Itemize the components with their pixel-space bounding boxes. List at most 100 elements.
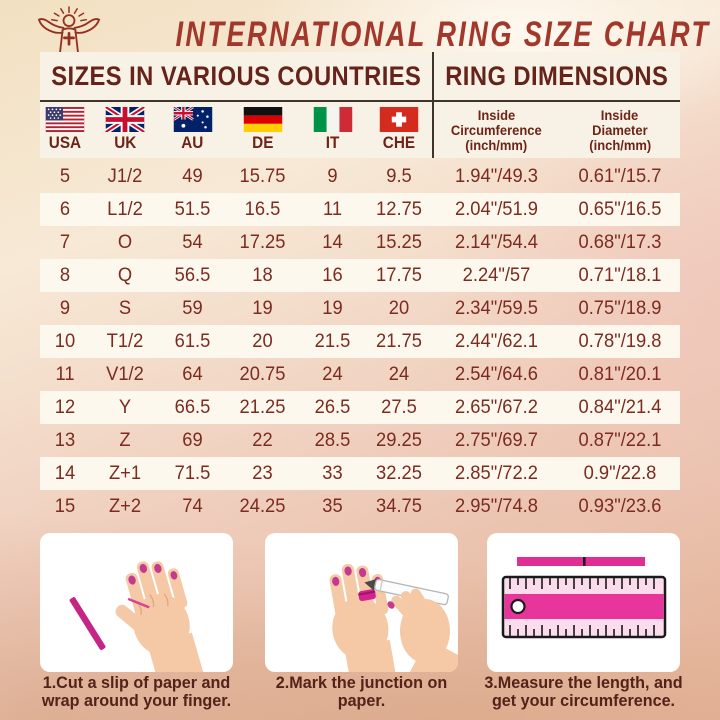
table-cell: 10 <box>54 330 76 352</box>
country-label: DE <box>251 133 274 152</box>
table-cell: 0.9"/22.8 <box>583 462 657 484</box>
table-cell: 9.5 <box>386 165 412 187</box>
table-cell: 19 <box>322 297 343 319</box>
table-cell: L1/2 <box>107 198 143 220</box>
instruction-panel-1 <box>40 533 233 672</box>
table-cell: 0.84"/21.4 <box>578 396 662 418</box>
country-label: AU <box>181 133 204 152</box>
instruction-caption-2: 2.Mark the junction on paper. <box>275 673 448 710</box>
table-cell: 0.87"/22.1 <box>578 429 662 451</box>
table-cell: 14 <box>322 231 343 253</box>
table-cell: 16.5 <box>244 198 281 220</box>
table-cell: 0.61"/15.7 <box>578 165 662 187</box>
ruler-illustration <box>501 557 667 639</box>
table-cell: 15 <box>54 495 76 517</box>
table-cell: 2.85"/72.2 <box>455 462 538 484</box>
country-header-usa: USA <box>40 102 90 158</box>
table-cell: 11 <box>322 198 343 220</box>
table-cell: 29.25 <box>376 429 422 451</box>
table-cell: 2.44"/62.1 <box>455 330 538 352</box>
page-title: INTERNATIONAL RING SIZE CHART <box>175 15 711 54</box>
table-cell: Z+1 <box>108 462 142 484</box>
table-cell: 24.25 <box>239 495 286 517</box>
table-row: 13 Z 69 22 28.5 29.25 2.75"/69.7 0.87"/22.1 <box>40 424 680 457</box>
table-cell: 22 <box>252 429 273 451</box>
germany-flag-icon <box>243 107 282 132</box>
table-cell: 0.78"/19.8 <box>578 330 662 352</box>
table-cell: 0.93"/23.6 <box>578 495 662 517</box>
table-cell: 2.95"/74.8 <box>455 495 538 517</box>
table-row: 12 Y 66.5 21.25 26.5 27.5 2.65"/67.2 0.84"/21.4 <box>40 391 680 424</box>
table-cell: 6 <box>59 198 71 220</box>
usa-flag-icon <box>45 107 85 132</box>
table-row: 9 S 59 19 19 20 2.34"/59.5 0.75"/18.9 <box>40 292 680 325</box>
table-cell: 24 <box>388 363 410 385</box>
table-cell: 56.5 <box>174 264 211 286</box>
table-cell: 21.25 <box>239 396 286 418</box>
table-cell: 0.75"/18.9 <box>578 297 662 319</box>
table-cell: 2.75"/69.7 <box>455 429 538 451</box>
table-cell: 49 <box>182 165 203 187</box>
table-cell: 59 <box>182 297 203 319</box>
table-cell: 28.5 <box>314 429 351 451</box>
table-cell: 33 <box>322 462 343 484</box>
table-row: 15 Z+2 74 24.25 35 34.75 2.95"/74.8 0.93"/23.6 <box>40 490 680 523</box>
table-cell: 16 <box>322 264 343 286</box>
table-row: 11 V1/2 64 20.75 24 24 2.54"/64.6 0.81"/20.1 <box>40 358 680 391</box>
table-cell: 17.25 <box>239 231 286 253</box>
table-cell: Z+2 <box>108 495 142 517</box>
table-cell: 51.5 <box>174 198 211 220</box>
table-cell: 14 <box>54 462 76 484</box>
section-header-dimensions: RING DIMENSIONS <box>444 60 669 91</box>
switzerland-flag-icon <box>379 107 419 132</box>
country-label: UK <box>113 133 137 152</box>
table-cell: Z <box>119 429 131 451</box>
table-cell: 11 <box>55 363 75 385</box>
table-cell: 2.54"/64.6 <box>455 363 538 385</box>
table-header: SIZES IN VARIOUS COUNTRIES RING DIMENSIO… <box>40 52 680 158</box>
country-header-de: DE <box>225 102 300 158</box>
table-cell: 35 <box>322 495 343 517</box>
table-cell: 21.5 <box>314 330 351 352</box>
italy-flag-icon <box>313 107 352 132</box>
australia-flag-icon <box>172 107 212 132</box>
table-cell: 23 <box>252 462 273 484</box>
table-row: 5 J1/2 49 15.75 9 9.5 1.94"/49.3 0.61"/15.7 <box>40 160 680 193</box>
table-cell: 2.04"/51.9 <box>455 198 538 220</box>
table-cell: 27.5 <box>381 396 417 418</box>
table-cell: 0.65"/16.5 <box>578 198 662 220</box>
table-row: 14 Z+1 71.5 23 33 32.25 2.85"/72.2 0.9"/22.8 <box>40 457 680 490</box>
table-row: 8 Q 56.5 18 16 17.75 2.24"/57 0.71"/18.1 <box>40 259 680 292</box>
dimension-header-circumference: Inside Circumference (inch/mm) <box>451 107 542 153</box>
table-cell: V1/2 <box>106 363 144 385</box>
table-cell: T1/2 <box>106 330 144 352</box>
table-cell: 17.75 <box>376 264 422 286</box>
instruction-caption-3: 3.Measure the length, and get your circu… <box>484 673 683 710</box>
table-cell: 1.94"/49.3 <box>455 165 538 187</box>
country-label: CHE <box>382 133 416 152</box>
instruction-panel-3 <box>487 533 680 672</box>
table-cell: 0.81"/20.1 <box>578 363 662 385</box>
table-cell: 5 <box>59 165 71 187</box>
table-cell: 74 <box>182 495 203 517</box>
table-cell: 15.75 <box>239 165 286 187</box>
dimension-header-row: Inside Circumference (inch/mm) Inside Di… <box>433 102 680 158</box>
section-header-countries: SIZES IN VARIOUS COUNTRIES <box>51 60 422 91</box>
dimension-header-diameter: Inside Diameter (inch/mm) <box>589 107 651 153</box>
size-table-body: 5 J1/2 49 15.75 9 9.5 1.94"/49.3 0.61"/15.7 6 L1/… <box>40 160 680 523</box>
table-cell: 69 <box>182 429 203 451</box>
country-header-uk: UK <box>90 102 160 158</box>
uk-flag-icon <box>105 107 145 132</box>
table-cell: 19 <box>252 297 273 319</box>
table-cell: 2.14"/54.4 <box>455 231 538 253</box>
table-cell: 9 <box>59 297 71 319</box>
table-cell: J1/2 <box>107 165 143 187</box>
table-cell: 15.25 <box>376 231 422 253</box>
table-cell: 24 <box>322 363 343 385</box>
table-cell: 34.75 <box>376 495 422 517</box>
country-header-che: CHE <box>365 102 433 158</box>
table-cell: 66.5 <box>174 396 211 418</box>
table-cell: 20.75 <box>239 363 286 385</box>
table-cell: 64 <box>182 363 203 385</box>
